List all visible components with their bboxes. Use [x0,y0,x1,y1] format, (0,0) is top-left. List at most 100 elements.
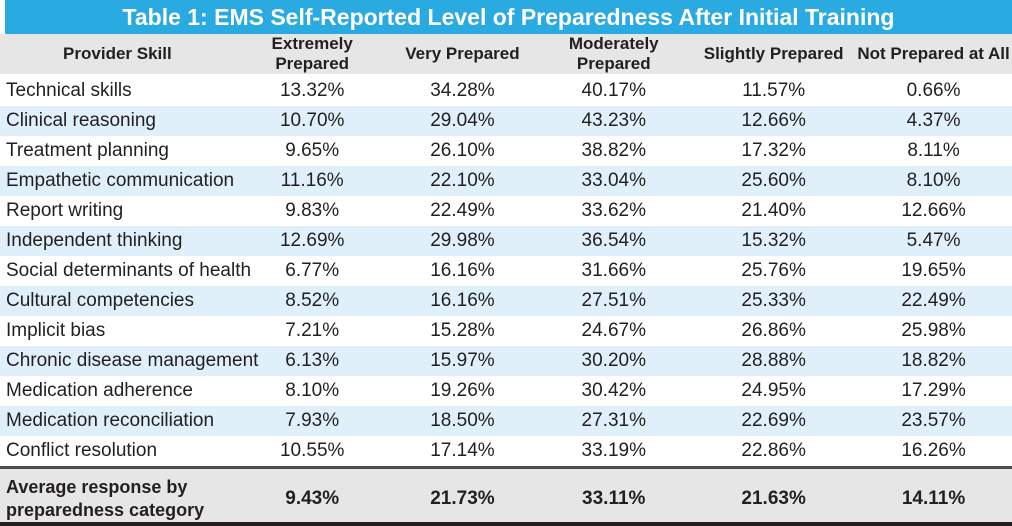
value-cell: 17.29% [901,380,966,401]
value-cell: 26.86% [741,320,806,341]
value-cell: 27.51% [581,290,646,311]
value-cell: 13.32% [279,80,345,101]
skill-cell: Chronic disease management [6,350,259,371]
value-cell: 16.26% [901,440,966,461]
value-cell: 17.32% [741,140,806,161]
value-cell: 0.66% [906,80,961,101]
value-cell: 27.31% [581,410,646,431]
value-cell: 16.16% [430,290,495,311]
value-cell: 19.65% [901,260,966,281]
skill-cell: Report writing [6,200,124,221]
table-row: Report writing 9.83% 22.49% 33.62% 21.40% 12.… [0,196,1012,226]
value-cell: 21.40% [741,200,806,221]
value-cell: 15.32% [741,230,806,251]
value-cell: 11.57% [742,80,806,101]
value-cell: 7.93% [285,410,340,431]
footer-label: Average response by preparedness categor… [0,466,235,522]
value-cell: 34.28% [430,80,495,101]
value-cell: 25.33% [741,290,806,311]
value-cell: 6.77% [285,260,340,281]
footer-average-cell: 33.11% [535,466,693,522]
column-header-provider-skill: Provider Skill [0,34,235,76]
table-row: Conflict resolution 10.55% 17.14% 33.19% 22.… [0,436,1012,468]
footer-average-cell: 14.11% [855,466,1012,522]
value-cell: 8.52% [285,290,340,311]
value-cell: 4.37% [906,110,961,131]
value-cell: 38.82% [581,140,646,161]
skill-cell: Clinical reasoning [6,110,156,131]
value-cell: 15.28% [430,320,495,341]
value-cell: 22.86% [741,440,806,461]
skill-cell: Cultural competencies [6,290,194,311]
value-cell: 33.04% [581,170,646,191]
value-cell: 16.16% [430,260,495,281]
table-body: Technical skills 13.32% 34.28% 40.17% 11.57%… [0,75,1012,468]
table-header: Provider Skill Extremely Prepared Very Pre… [0,34,1012,76]
table-row: Medication adherence 8.10% 19.26% 30.42% 24.… [0,376,1012,406]
value-cell: 28.88% [741,350,806,371]
value-cell: 10.55% [279,440,345,461]
table-row: Social determinants of health 6.77% 16.16%… [0,256,1012,286]
table-row: Empathetic communication 11.16% 22.10% 33.0… [0,166,1012,196]
footer-average-cell: 21.63% [692,466,856,522]
value-cell: 5.47% [906,230,961,251]
value-cell: 30.42% [581,380,646,401]
column-header-level-1: Extremely Prepared [234,34,390,76]
table-row: Treatment planning 9.65% 26.10% 38.82% 17.32… [0,136,1012,166]
skill-cell: Medication adherence [6,380,193,401]
value-cell: 25.98% [901,320,966,341]
value-cell: 29.04% [430,110,495,131]
value-cell: 24.67% [581,320,646,341]
table-footer: Average response by preparedness categor… [0,466,1012,522]
value-cell: 9.65% [285,140,340,161]
value-cell: 25.60% [741,170,806,191]
column-header-level-2: Very Prepared [389,34,536,76]
value-cell: 31.66% [581,260,646,281]
footer-average-cell: 21.73% [389,466,536,522]
skill-cell: Technical skills [6,80,132,101]
column-header-level-3: Moderately Prepared [535,34,693,76]
value-cell: 36.54% [581,230,646,251]
skill-cell: Empathetic communication [6,170,235,191]
skill-cell: Independent thinking [6,230,183,251]
table-row: Clinical reasoning 10.70% 29.04% 43.23% 12.6… [0,106,1012,136]
skill-cell: Implicit bias [6,320,106,341]
skill-cell: Social determinants of health [6,260,252,281]
value-cell: 30.20% [581,350,646,371]
table-row: Independent thinking 12.69% 29.98% 36.54% 15… [0,226,1012,256]
footer-row: Average response by preparedness categor… [0,466,1012,522]
footer-average-cell: 9.43% [234,466,390,522]
skill-cell: Conflict resolution [6,440,158,461]
value-cell: 18.82% [901,350,966,371]
value-cell: 22.49% [430,200,495,221]
value-cell: 9.83% [285,200,340,221]
value-cell: 33.62% [581,200,646,221]
value-cell: 40.17% [581,80,646,101]
table-row: Medication reconciliation 7.93% 18.50% 27.3… [0,406,1012,436]
value-cell: 12.66% [901,200,966,221]
table-row: Cultural competencies 8.52% 16.16% 27.51% 25… [0,286,1012,316]
table-row: Implicit bias 7.21% 15.28% 24.67% 26.86% 25.9… [0,316,1012,346]
value-cell: 10.70% [279,110,345,131]
value-cell: 43.23% [581,110,646,131]
table-title: Table 1: EMS Self-Reported Level of Prep… [5,0,1012,34]
value-cell: 12.66% [741,110,806,131]
table-row: Technical skills 13.32% 34.28% 40.17% 11.57%… [0,75,1012,106]
preparedness-table: Provider Skill Extremely Prepared Very Pre… [0,34,1012,522]
value-cell: 7.21% [285,320,340,341]
column-header-level-5: Not Prepared at All [855,34,1012,76]
column-header-level-4: Slightly Prepared [692,34,856,76]
value-cell: 19.26% [430,380,495,401]
value-cell: 6.13% [285,350,340,371]
value-cell: 25.76% [741,260,806,281]
skill-cell: Treatment planning [6,140,170,161]
value-cell: 22.10% [430,170,495,191]
value-cell: 22.69% [741,410,806,431]
value-cell: 29.98% [430,230,495,251]
value-cell: 12.69% [279,230,345,251]
value-cell: 15.97% [430,350,495,371]
header-row: Provider Skill Extremely Prepared Very Pre… [0,34,1012,76]
value-cell: 8.10% [285,380,340,401]
table-row: Chronic disease management 6.13% 15.97% 30.… [0,346,1012,376]
